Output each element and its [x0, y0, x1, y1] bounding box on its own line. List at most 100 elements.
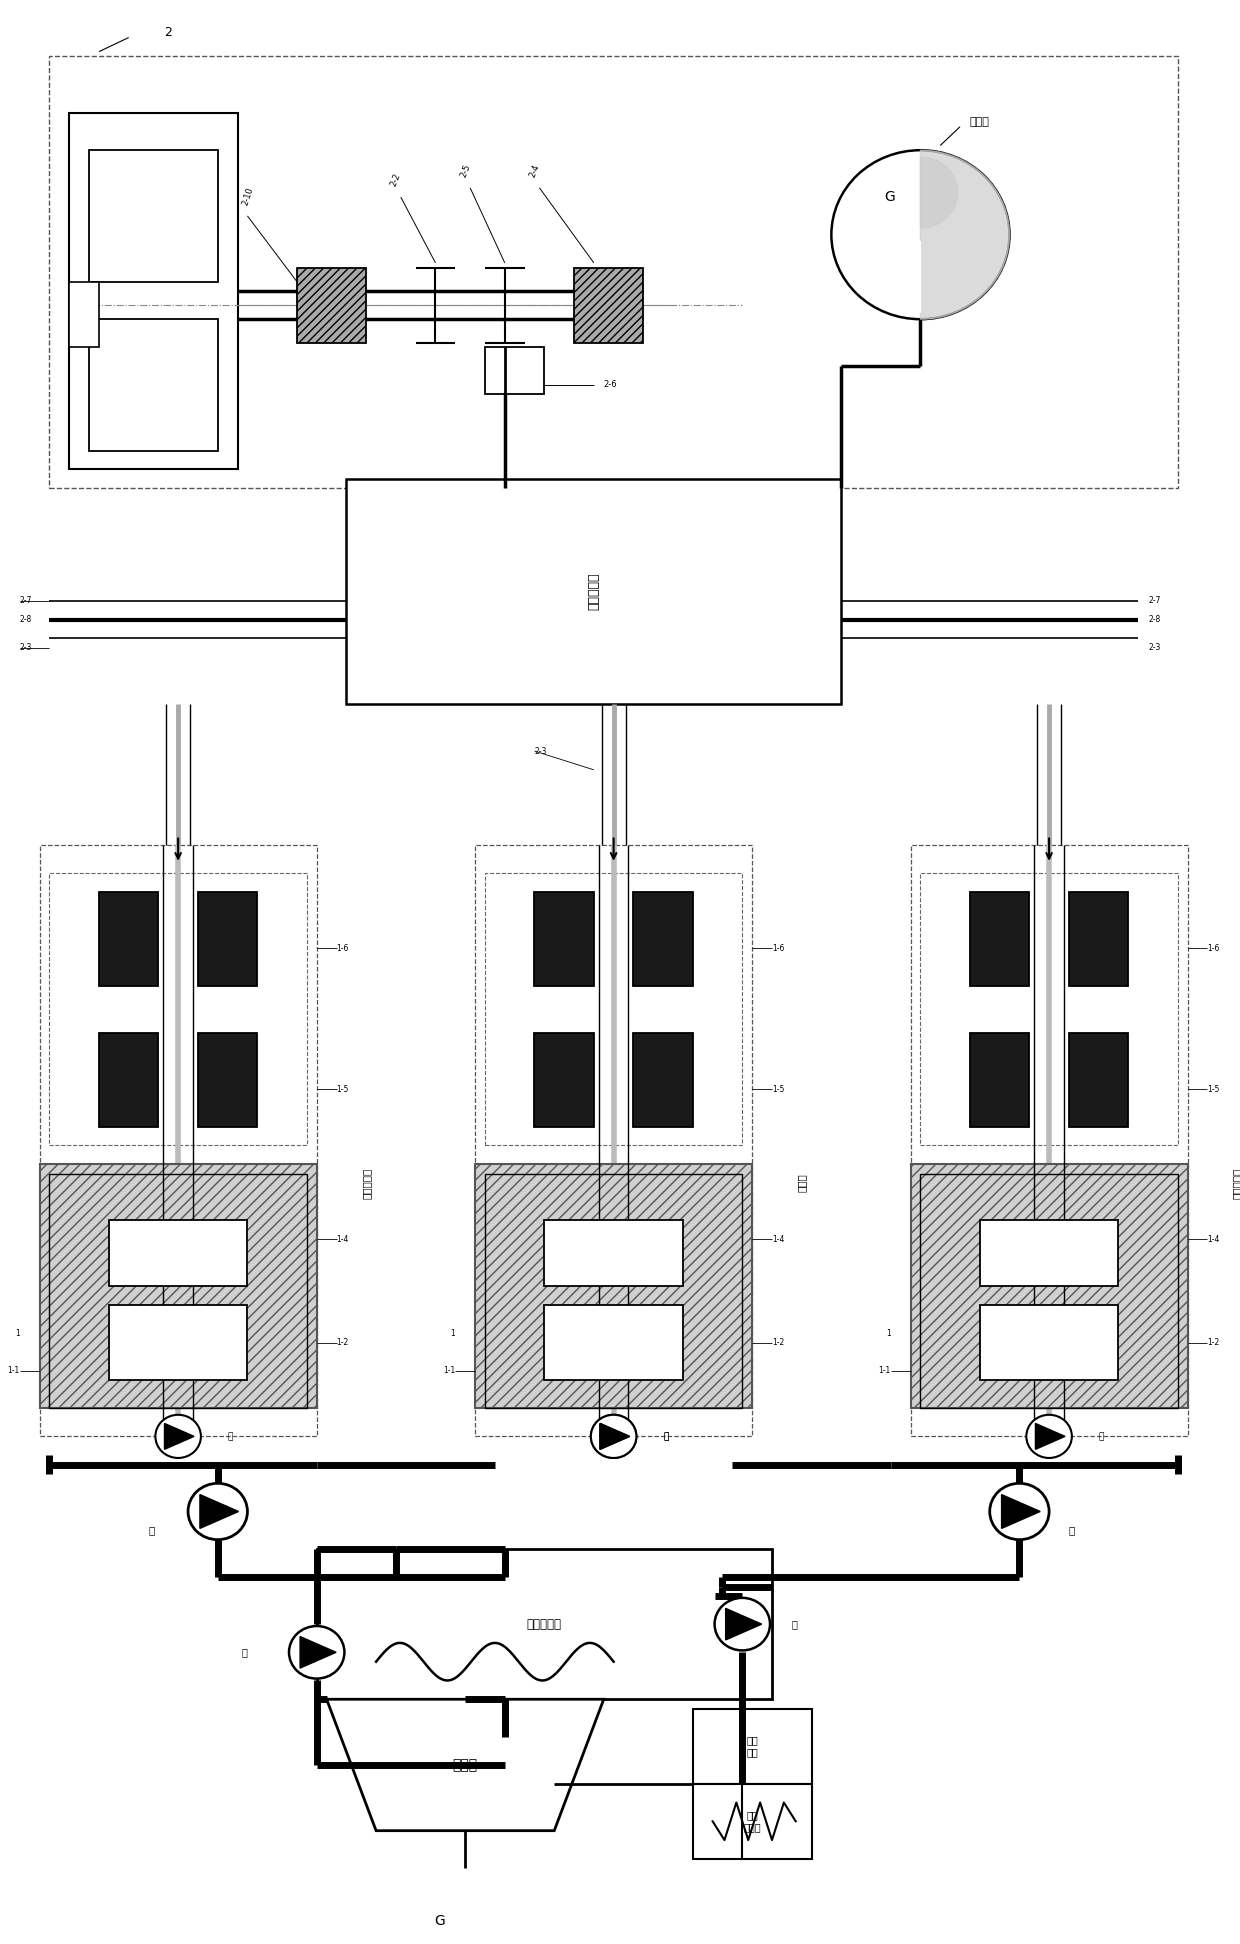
Bar: [99, 892, 159, 986]
Bar: [50, 56, 1178, 488]
Text: 2-10: 2-10: [241, 187, 254, 206]
Bar: [89, 319, 218, 451]
Polygon shape: [600, 1423, 630, 1450]
Text: 加热器: 加热器: [796, 1174, 807, 1192]
Text: 1-5: 1-5: [773, 1085, 785, 1094]
Bar: [346, 478, 841, 704]
Text: 泵: 泵: [228, 1433, 233, 1441]
Bar: [970, 1032, 1029, 1128]
Circle shape: [289, 1625, 345, 1678]
Text: 磁制冷机组: 磁制冷机组: [527, 1617, 562, 1631]
Bar: [69, 282, 99, 348]
Polygon shape: [300, 1637, 336, 1668]
Polygon shape: [600, 1423, 630, 1450]
Bar: [198, 1032, 258, 1128]
Text: 汽轮机: 汽轮机: [453, 1757, 477, 1773]
Bar: [544, 1221, 683, 1287]
Bar: [109, 1304, 248, 1380]
Bar: [544, 1304, 683, 1380]
Text: 2-3: 2-3: [1148, 643, 1161, 653]
Text: 2-8: 2-8: [20, 614, 32, 624]
Bar: [296, 268, 366, 342]
Bar: [40, 846, 316, 1437]
Polygon shape: [920, 157, 957, 227]
Text: 低温储能罐: 低温储能罐: [1233, 1166, 1240, 1199]
Circle shape: [391, 1882, 539, 1944]
Text: 1-2: 1-2: [336, 1337, 348, 1347]
Polygon shape: [883, 241, 920, 313]
Text: 1-1: 1-1: [7, 1367, 20, 1374]
Text: 1: 1: [450, 1328, 455, 1337]
Circle shape: [188, 1483, 248, 1540]
Polygon shape: [326, 1699, 604, 1831]
Bar: [574, 268, 644, 342]
Polygon shape: [1002, 1495, 1040, 1528]
Bar: [475, 1164, 753, 1407]
Text: 发电机: 发电机: [970, 117, 990, 126]
Text: 1-4: 1-4: [336, 1234, 348, 1244]
Text: 1: 1: [887, 1328, 890, 1337]
Circle shape: [155, 1415, 201, 1458]
Bar: [910, 1164, 1188, 1407]
Polygon shape: [200, 1495, 238, 1528]
Text: 2: 2: [165, 27, 172, 39]
Text: 泵: 泵: [149, 1526, 155, 1536]
Bar: [910, 846, 1188, 1437]
Text: 1-2: 1-2: [773, 1337, 784, 1347]
Text: 2-7: 2-7: [20, 597, 32, 605]
Text: 高温储能罐: 高温储能罐: [361, 1166, 371, 1199]
Bar: [485, 348, 544, 395]
Bar: [69, 113, 238, 469]
Text: 1-6: 1-6: [1208, 943, 1220, 953]
Bar: [1069, 1032, 1128, 1128]
Polygon shape: [465, 1888, 496, 1944]
Circle shape: [591, 1415, 636, 1458]
Bar: [693, 1709, 811, 1785]
Bar: [485, 873, 743, 1145]
Bar: [920, 1174, 1178, 1407]
Text: 泵: 泵: [1099, 1433, 1104, 1441]
Bar: [970, 892, 1029, 986]
Bar: [980, 1304, 1118, 1380]
Text: 1-1: 1-1: [878, 1367, 890, 1374]
Bar: [534, 892, 594, 986]
Text: 调节
阀门: 调节 阀门: [746, 1736, 758, 1757]
Text: 泵: 泵: [242, 1647, 248, 1658]
Text: 1-5: 1-5: [336, 1085, 348, 1094]
Bar: [475, 846, 753, 1437]
Bar: [980, 1221, 1118, 1287]
Bar: [1069, 892, 1128, 986]
Text: 1: 1: [15, 1328, 20, 1337]
Text: 2-2: 2-2: [389, 171, 403, 189]
Bar: [634, 1032, 693, 1128]
Text: 2-3: 2-3: [534, 746, 547, 756]
Text: 2-7: 2-7: [1148, 597, 1161, 605]
Polygon shape: [465, 1882, 539, 1944]
Circle shape: [591, 1415, 636, 1458]
Circle shape: [714, 1598, 770, 1650]
Bar: [89, 150, 218, 282]
Circle shape: [1027, 1415, 1071, 1458]
Text: 泵: 泵: [1069, 1526, 1075, 1536]
Text: 1-4: 1-4: [1208, 1234, 1220, 1244]
Bar: [109, 1221, 248, 1287]
Bar: [316, 1549, 773, 1699]
Bar: [99, 1032, 159, 1128]
Text: 1-1: 1-1: [443, 1367, 455, 1374]
Text: G: G: [434, 1915, 445, 1928]
Text: 2-6: 2-6: [604, 381, 618, 389]
Text: 泵: 泵: [663, 1433, 668, 1441]
Bar: [50, 1174, 306, 1407]
Text: 1-5: 1-5: [1208, 1085, 1220, 1094]
Polygon shape: [725, 1608, 761, 1641]
Text: G: G: [884, 191, 894, 204]
Bar: [198, 892, 258, 986]
Polygon shape: [920, 150, 1009, 319]
Text: 2-3: 2-3: [20, 643, 32, 653]
Bar: [920, 873, 1178, 1145]
Text: 泵: 泵: [663, 1433, 668, 1441]
Circle shape: [990, 1483, 1049, 1540]
Text: 蒸汽
凝汽器: 蒸汽 凝汽器: [743, 1810, 761, 1831]
Polygon shape: [165, 1423, 195, 1450]
Text: 泵: 泵: [792, 1619, 797, 1629]
